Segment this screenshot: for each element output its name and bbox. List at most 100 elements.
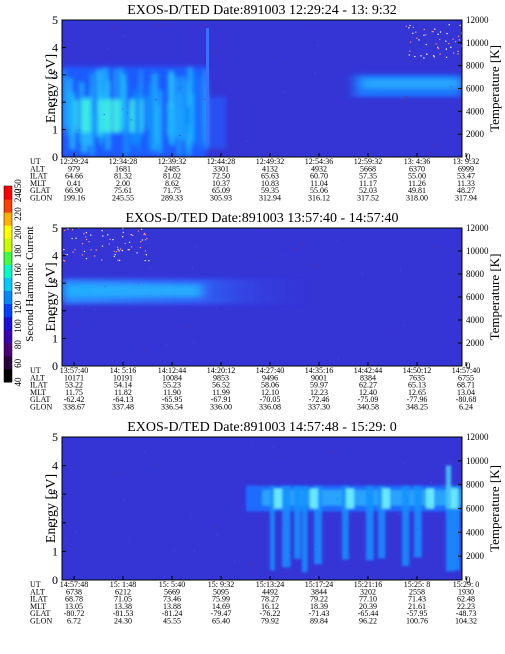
ephemeris-cell: 53.22	[65, 381, 83, 390]
ephemeris-cell: 65.09	[212, 186, 230, 195]
ephemeris-cell: 10191	[113, 373, 133, 382]
ephemeris-cell: 15:29: 0	[453, 580, 479, 589]
panel-title: EXOS-D/TED Date:891003 13:57:40 - 14:57:…	[126, 211, 399, 226]
ephemeris-cell: 55.06	[310, 186, 328, 195]
ephemeris-cell: 55.23	[163, 381, 181, 390]
ephemeris-cell: 13:57:40	[60, 366, 88, 375]
colorbar-segment	[4, 316, 12, 331]
ephemeris-cell: 14:50:12	[403, 366, 431, 375]
ephemeris-cell: 72.50	[212, 172, 230, 181]
energy-tick-label: 0	[52, 150, 58, 164]
panel-title: EXOS-D/TED Date:891003 14:57:48 - 15:29:…	[127, 420, 396, 435]
ephemeris-cell: 8.62	[165, 179, 179, 188]
spectrogram-content	[62, 228, 448, 366]
ephemeris-cell: 0.41	[67, 179, 81, 188]
ephemeris-cell: 3301	[213, 164, 229, 173]
ephemeris-cell: 14:20:12	[207, 366, 235, 375]
temperature-tick-label: 8000	[466, 269, 485, 279]
ephemeris-cell: 65.13	[408, 381, 426, 390]
ephemeris-cell: 75.99	[212, 595, 230, 604]
ephemeris-cell: 12:34:28	[109, 157, 137, 166]
temperature-tick-label: 12000	[466, 223, 489, 233]
ephemeris-cell: 12.10	[261, 388, 279, 397]
ephemeris-cell: 11.75	[65, 388, 83, 397]
ephemeris-cell: 14:12:44	[158, 366, 186, 375]
ephemeris-cell: 48.27	[457, 186, 475, 195]
ephemeris-cell: 3202	[360, 587, 376, 596]
colorbar-segment	[4, 199, 12, 213]
panel-1: EXOS-D/TED Date:891003 12:29:24 - 13: 9:…	[30, 3, 502, 203]
energy-tick-label: 1	[52, 544, 58, 558]
colorbar-tick-label: 240	[13, 188, 23, 202]
colorbar-segment	[4, 251, 12, 265]
ephemeris-cell: 4492	[262, 587, 278, 596]
ephemeris-cell: 11.99	[212, 388, 230, 397]
energy-tick-label: 3	[52, 68, 58, 82]
ephemeris-cell: 289.33	[161, 194, 183, 203]
ephemeris-cell: 77.10	[359, 595, 377, 604]
colorbar-tick-label: 200	[13, 225, 23, 239]
ephemeris-row-label: ILAT	[30, 172, 47, 181]
ephemeris-cell: 15: 5:40	[159, 580, 185, 589]
ephemeris-cell: 18.39	[310, 602, 328, 611]
ephemeris-cell: 100.76	[406, 617, 428, 626]
ephemeris-cell: 4932	[311, 164, 327, 173]
ephemeris-cell: 75.61	[114, 186, 132, 195]
ephemeris-cell: 104.32	[455, 617, 477, 626]
ephemeris-cell: 13.05	[65, 602, 83, 611]
ephemeris-cell: 12.65	[408, 388, 426, 397]
ephemeris-row-label: ILAT	[30, 595, 47, 604]
ephemeris-cell: 56.52	[212, 381, 230, 390]
ephemeris-cell: 336.00	[210, 403, 232, 412]
ephemeris-cell: 59.35	[261, 186, 279, 195]
ephemeris-cell: 62.48	[457, 595, 475, 604]
temperature-tick-label: 6000	[466, 292, 485, 302]
colorbar-segment	[4, 225, 12, 239]
colorbar-tick-label: 220	[13, 207, 23, 221]
ephemeris-cell: -48.73	[456, 609, 477, 618]
energy-axis-label: Energy [eV]	[44, 474, 59, 543]
ephemeris-row-label: GLON	[30, 194, 52, 203]
temperature-tick-label: 10000	[466, 456, 489, 466]
ephemeris-cell: 65.40	[212, 617, 230, 626]
ephemeris-cell: 316.12	[308, 194, 330, 203]
ephemeris-cell: 1930	[458, 587, 474, 596]
ephemeris-cell: 12:54:36	[305, 157, 333, 166]
colorbar-segment	[4, 303, 12, 318]
ephemeris-cell: 348.25	[406, 403, 428, 412]
ephemeris-cell: 6212	[115, 587, 131, 596]
ephemeris-row-label: GLON	[30, 403, 52, 412]
ephemeris-row-label: GLAT	[30, 186, 51, 195]
ephemeris-cell: 13.04	[457, 388, 475, 397]
energy-tick-label: 1	[52, 123, 58, 137]
ephemeris-cell: 55.00	[408, 172, 426, 181]
ephemeris-cell: 2.00	[116, 179, 130, 188]
ephemeris-cell: 6.24	[459, 403, 473, 412]
ephemeris-cell: 16.12	[261, 602, 279, 611]
ephemeris-cell: -79.47	[211, 609, 232, 618]
colorbar-tick-label: 180	[13, 244, 23, 258]
energy-tick-label: 2	[52, 516, 58, 530]
ephemeris-cell: 305.93	[210, 194, 232, 203]
ephemeris-cell: 22.23	[457, 602, 475, 611]
ephemeris-cell: 71.43	[408, 595, 426, 604]
ephemeris-cell: -70.05	[260, 395, 281, 404]
ephemeris-cell: 49.81	[408, 186, 426, 195]
ephemeris-cell: 15:13:24	[256, 580, 284, 589]
ephemeris-cell: -65.44	[358, 609, 379, 618]
ephemeris-cell: 11.04	[310, 179, 328, 188]
ephemeris-cell: 15: 1:48	[110, 580, 136, 589]
temperature-tick-label: 6000	[466, 504, 485, 514]
ephemeris-cell: 52.03	[359, 186, 377, 195]
colorbar-tick-label: 140	[13, 281, 23, 295]
ephemeris-cell: -72.46	[309, 395, 330, 404]
ephemeris-cell: 73.46	[163, 595, 181, 604]
ephemeris-cell: 340.58	[357, 403, 379, 412]
temperature-tick-label: 8000	[466, 480, 485, 490]
ephemeris-cell: -57.95	[407, 609, 428, 618]
colorbar-segment	[4, 212, 12, 226]
colorbar-segment	[4, 355, 12, 370]
ephemeris-cell: -65.95	[162, 395, 183, 404]
ephemeris-cell: 12:39:32	[158, 157, 186, 166]
